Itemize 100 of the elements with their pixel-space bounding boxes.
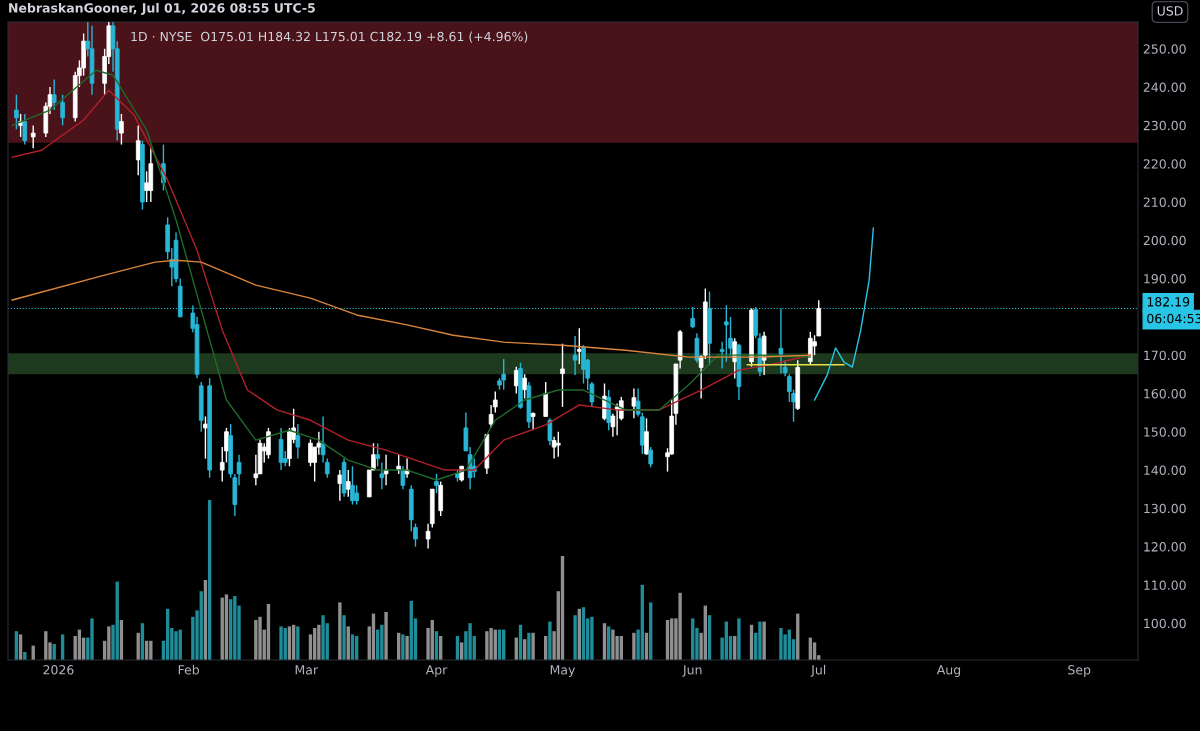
candlestick bbox=[576, 327, 582, 365]
x-tick-label: May bbox=[550, 665, 576, 677]
bar bbox=[279, 626, 283, 660]
bar bbox=[611, 629, 615, 660]
y-tick-label: 220.00 bbox=[1143, 159, 1186, 169]
candlestick bbox=[14, 94, 19, 130]
candlestick bbox=[203, 415, 208, 460]
bar bbox=[401, 634, 405, 660]
bar bbox=[405, 636, 409, 660]
candlestick bbox=[354, 484, 359, 506]
candlestick bbox=[434, 473, 439, 494]
bar bbox=[174, 631, 178, 660]
y-tick-label: 230.00 bbox=[1143, 120, 1186, 131]
candlestick bbox=[135, 124, 141, 176]
bar bbox=[342, 615, 346, 660]
ref-line-label: 182.19 bbox=[1147, 297, 1190, 307]
y-tick-label: 150.00 bbox=[1144, 427, 1186, 437]
candlestick bbox=[644, 417, 649, 456]
candlestick bbox=[547, 417, 553, 446]
candlestick bbox=[350, 465, 355, 506]
bar bbox=[258, 616, 262, 660]
bar bbox=[149, 640, 153, 660]
bar bbox=[254, 620, 258, 660]
candlestick bbox=[337, 469, 343, 502]
bar bbox=[590, 616, 594, 660]
candlestick bbox=[308, 438, 313, 467]
candlestick bbox=[400, 465, 406, 490]
bar bbox=[531, 632, 535, 660]
candlestick bbox=[724, 304, 729, 363]
x-tick-label: Sep bbox=[1068, 665, 1091, 677]
bar bbox=[321, 615, 325, 660]
bar bbox=[384, 612, 388, 660]
y-tick-label: 170.00 bbox=[1144, 350, 1186, 361]
candlestick bbox=[22, 113, 28, 146]
y-tick-label: 240.00 bbox=[1143, 82, 1186, 93]
candlestick bbox=[30, 124, 36, 150]
candlestick bbox=[375, 442, 380, 467]
text: 1D · NYSE O175.01 H184.32 L175.01 C182.19 +8.61 (+4.96%) bbox=[131, 31, 528, 43]
bar bbox=[758, 621, 762, 660]
bar bbox=[380, 624, 384, 660]
y-tick-label: 130.00 bbox=[1144, 503, 1186, 514]
candlestick bbox=[383, 454, 389, 487]
candlestick bbox=[589, 381, 595, 408]
bar bbox=[632, 632, 636, 660]
bar bbox=[678, 592, 682, 660]
x-tick-label: Mar bbox=[295, 665, 319, 675]
chart-subtitle: NebraskanGooner, Jul 01, 2026 08:55 UTC-5 bbox=[9, 2, 315, 15]
candlestick bbox=[631, 387, 637, 420]
y-tick-label: 210.00 bbox=[1143, 197, 1186, 207]
x-tick-label: Jul bbox=[810, 664, 826, 677]
y-tick-label: 160.00 bbox=[1144, 388, 1186, 399]
candlestick bbox=[572, 335, 578, 376]
candlestick bbox=[581, 344, 586, 385]
x-tick-label: Apr bbox=[425, 665, 448, 677]
text: USD bbox=[1157, 6, 1183, 16]
bar bbox=[317, 624, 321, 660]
bar bbox=[762, 621, 766, 660]
bar bbox=[90, 618, 94, 660]
candlestick bbox=[379, 461, 385, 490]
candlestick bbox=[404, 457, 410, 479]
candlestick bbox=[648, 446, 654, 469]
candlestick bbox=[60, 94, 65, 127]
y-tick-label: 100.00 bbox=[1144, 618, 1186, 629]
candlestick bbox=[320, 415, 326, 464]
candlestick bbox=[324, 457, 330, 479]
x-tick-label: Jun bbox=[682, 665, 702, 677]
candlestick bbox=[555, 431, 561, 458]
candlestick bbox=[51, 78, 57, 111]
y-tick-label: 200.00 bbox=[1143, 235, 1186, 246]
candlestick bbox=[119, 113, 124, 146]
bar bbox=[737, 618, 741, 660]
candlestick bbox=[551, 436, 557, 460]
candlestick bbox=[690, 306, 696, 330]
x-tick-label: Feb bbox=[178, 664, 200, 675]
candlestick bbox=[530, 411, 536, 431]
x-tick-label: 2026 bbox=[43, 665, 74, 675]
y-tick-label: 190.00 bbox=[1144, 274, 1186, 284]
bar bbox=[485, 631, 489, 660]
candlestick bbox=[501, 358, 506, 391]
candlestick bbox=[522, 373, 527, 400]
bar bbox=[233, 596, 237, 660]
bar bbox=[468, 623, 472, 660]
candlestick bbox=[266, 427, 271, 460]
bar bbox=[489, 628, 493, 660]
candlestick bbox=[560, 342, 565, 408]
x-tick-label: Aug bbox=[936, 665, 961, 677]
bar bbox=[338, 602, 342, 660]
y-tick-label: 140.00 bbox=[1144, 465, 1186, 475]
candlestick bbox=[425, 522, 431, 550]
y-tick-label: 120.00 bbox=[1144, 542, 1186, 552]
bar bbox=[779, 628, 783, 660]
bar bbox=[573, 615, 577, 660]
y-tick-label: 110.00 bbox=[1144, 580, 1186, 590]
bar bbox=[548, 621, 552, 660]
candlestick bbox=[345, 469, 351, 498]
candlestick bbox=[694, 332, 700, 364]
bar bbox=[296, 626, 300, 660]
bar bbox=[527, 632, 531, 660]
candlestick bbox=[295, 423, 301, 460]
y-tick-label: 250.00 bbox=[1143, 44, 1186, 54]
